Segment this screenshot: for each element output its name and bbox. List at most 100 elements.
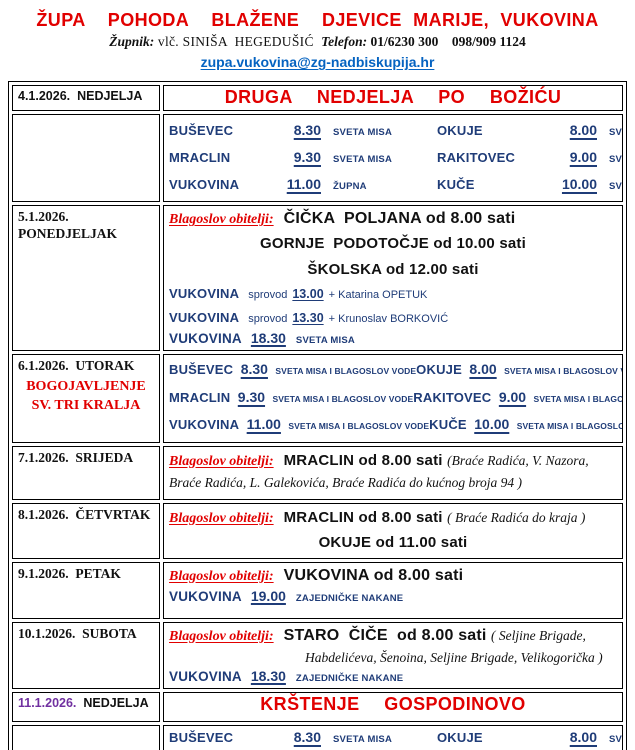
feast-name-line1: BOGOJAVLJENJE [26,379,146,394]
mass-line: BUŠEVEC 8.30 SVETA MISA I BLAGOSLOV VODE… [169,357,622,385]
mass-place: BUŠEVEC [169,729,234,745]
row-jan4-title: 4.1.2026. NEDJELJA DRUGA NEDJELJA PO BOŽ… [12,85,623,111]
email-row: zupa.vukovina@zg-nadbiskupija.hr [0,54,635,72]
funeral-person: + Katarina OPETUK [328,289,428,301]
mass-time: 9.00 [498,388,527,405]
mass-time: 8.30 [240,361,268,377]
feast-title-jan11: KRŠTENJE GOSPODINOVO [163,691,623,722]
masses-cell-jan6: BUŠEVEC 8.30 SVETA MISA I BLAGOSLOV VODE… [163,354,623,443]
streets-list: (Braće Radića, V. Nazora, Braće Radića, … [169,452,589,490]
parish-title: ŽUPA POHODA BLAŽENE DJEVICE MARIJE, VUKO… [36,10,599,30]
day-text: SRIJEDA [75,449,134,465]
mass-time: 8.30 [293,728,321,745]
empty-cell [12,114,160,202]
content-cell-jan9: Blagoslov obitelji: VUKOVINA od 8.00 sati… [163,561,623,619]
pastor-line: Župnik: vlč. SINIŠA HEGEDUŠIĆ Telefon: 0… [0,34,635,50]
row-jan5: 5.1.2026. PONEDJELJAK Blagoslov obitelji… [12,205,623,351]
row-jan9: 9.1.2026. PETAK Blagoslov obitelji: VUKOV… [12,561,623,619]
streets-list-1: ( Seljine Brigade, [491,627,586,643]
date-cell-jan9: 9.1.2026. PETAK [12,561,160,619]
masses-cell-jan11: BUŠEVEC 8.30 SVETA MISA OKUJE 8.00 SVETA MISA… [163,724,623,750]
blessing-label: Blagoslov obitelji: [169,568,274,584]
date-text: 6.1.2026. [18,358,69,373]
mass-time: 18.30 [250,330,286,346]
mass-place: MRACLIN [169,150,231,165]
date-text: 4.1.2026. [18,89,71,103]
date-text: 10.1.2026. [18,625,76,641]
mass-time: 18.30 [250,667,286,684]
phone-label: Telefon: [321,34,368,49]
mass-line: MRACLIN 9.30 SVETA MISA RAKITOVEC 9.00 SVETA … [169,145,622,172]
mass-time: 8.00 [569,122,597,138]
mass-place: RAKITOVEC [437,150,516,165]
evening-mass-line: VUKOVINA 18.30 SVETA MISA [169,330,617,348]
mass-line: BUŠEVEC 8.30 SVETA MISA OKUJE 8.00 SVETA MISA [169,118,622,145]
mass-place: VUKOVINA [169,417,240,432]
evening-mass-line: VUKOVINA 18.30 ZAJEDNIČKE NAKANE [169,668,617,686]
mass-place: VUKOVINA [169,588,242,604]
mass-place: VUKOVINA [169,668,242,684]
mass-type-label: ZAJEDNIČKE NAKANE [295,592,404,604]
blessing-line: Blagoslov obitelji: VUKOVINA od 8.00 sati [169,565,617,588]
mass-line: BUŠEVEC 8.30 SVETA MISA OKUJE 8.00 SVETA MISA [169,728,622,750]
funeral-place: VUKOVINA [169,309,240,325]
pastor-name: vlč. SINIŠA HEGEDUŠIĆ [154,34,322,49]
funeral-type: sprovod [248,289,288,301]
mass-time: 9.30 [237,388,266,405]
schedule-table: 4.1.2026. NEDJELJA DRUGA NEDJELJA PO BOŽ… [8,81,627,750]
blessing-place: MRACLIN od 8.00 sati [283,451,443,469]
row-jan4-masses: BUŠEVEC 8.30 SVETA MISA OKUJE 8.00 SVETA MISA… [12,114,623,202]
content-cell-jan7: Blagoslov obitelji: MRACLIN od 8.00 sati … [163,445,623,500]
mass-time: 8.00 [569,728,597,745]
mass-type-label: SVETA MISA [333,733,393,745]
blessing-place: ČIČKA POLJANA od 8.00 sati [283,210,516,227]
mass-line: VUKOVINA 11.00 SVETA MISA I BLAGOSLOV VO… [169,412,622,440]
day-text: PONEDJELJAK [18,226,118,241]
feast-title-jan4: DRUGA NEDJELJA PO BOŽIĆU [163,85,623,111]
blessing-label: Blagoslov obitelji: [169,453,274,469]
bulletin-header: ŽUPA POHODA BLAŽENE DJEVICE MARIJE, VUKO… [0,10,635,72]
blessing-place-2: OKUJE od 11.00 sati [318,533,468,551]
funeral-time: 13.00 [292,287,324,301]
pastor-label: Župnik: [109,34,155,49]
parish-email-link[interactable]: zupa.vukovina@zg-nadbiskupija.hr [200,54,435,70]
blessing-line: Blagoslov obitelji: MRACLIN od 8.00 sati … [169,507,617,530]
mass-time: 9.30 [293,149,321,165]
date-cell-jan8: 8.1.2026. ČETVRTAK [12,502,160,559]
blessing-label: Blagoslov obitelji: [169,510,274,526]
funeral-type: sprovod [248,312,288,325]
blessing-place: STARO ČIČE od 8.00 sati [283,626,487,644]
mass-place: KUČE [437,177,475,192]
blessing-place: ŠKOLSKA od 12.00 sati [307,261,479,278]
row-jan7: 7.1.2026. SRIJEDA Blagoslov obitelji: MRA… [12,445,623,500]
content-cell-jan8: Blagoslov obitelji: MRACLIN od 8.00 sati … [163,502,623,559]
mass-type-label: SVETA MISA I BLAGOSLOV VODE [275,366,417,376]
blessing-line: Blagoslov obitelji: STARO ČIČE od 8.00 sa… [169,625,617,648]
content-cell-jan5: Blagoslov obitelji: ČIČKA POLJANA od 8.00… [163,205,623,351]
date-cell-jan4: 4.1.2026. NEDJELJA [12,85,160,111]
mass-line: MRACLIN 9.30 SVETA MISA I BLAGOSLOV VODE… [169,385,622,413]
mass-place: VUKOVINA [169,331,242,346]
mass-place: VUKOVINA [169,177,240,192]
mass-type-label: SVETA MISA I BLAGOSLOV VODE [533,393,622,404]
row-jan6: 6.1.2026. UTORAK BOGOJAVLJENJE SV. TRI K… [12,354,623,443]
day-text: NEDJELJA [83,695,149,710]
blessing-place: VUKOVINA od 8.00 sati [283,566,464,584]
blessing-label: Blagoslov obitelji: [169,212,274,227]
blessing-place: GORNJE PODOTOČJE od 10.00 sati [259,235,526,252]
mass-type-label: SVETA MISA [333,127,393,138]
date-cell-jan7: 7.1.2026. SRIJEDA [12,445,160,500]
row-jan11-masses: BUŠEVEC 8.30 SVETA MISA OKUJE 8.00 SVETA MISA… [12,724,623,750]
mass-place: OKUJE [416,362,462,377]
evening-mass-line: VUKOVINA 19.00 ZAJEDNIČKE NAKANE [169,588,617,606]
mass-place: BUŠEVEC [169,123,234,138]
row-jan8: 8.1.2026. ČETVRTAK Blagoslov obitelji: MR… [12,502,623,559]
mass-type-label: SVETA MISA [295,335,355,346]
day-text: PETAK [75,565,121,581]
date-cell-jan11: 11.1.2026. NEDJELJA [12,691,160,722]
mass-time: 11.00 [286,176,321,192]
date-text: 8.1.2026. [18,506,69,522]
date-text: 7.1.2026. [18,449,69,465]
mass-place: RAKITOVEC [413,389,492,405]
